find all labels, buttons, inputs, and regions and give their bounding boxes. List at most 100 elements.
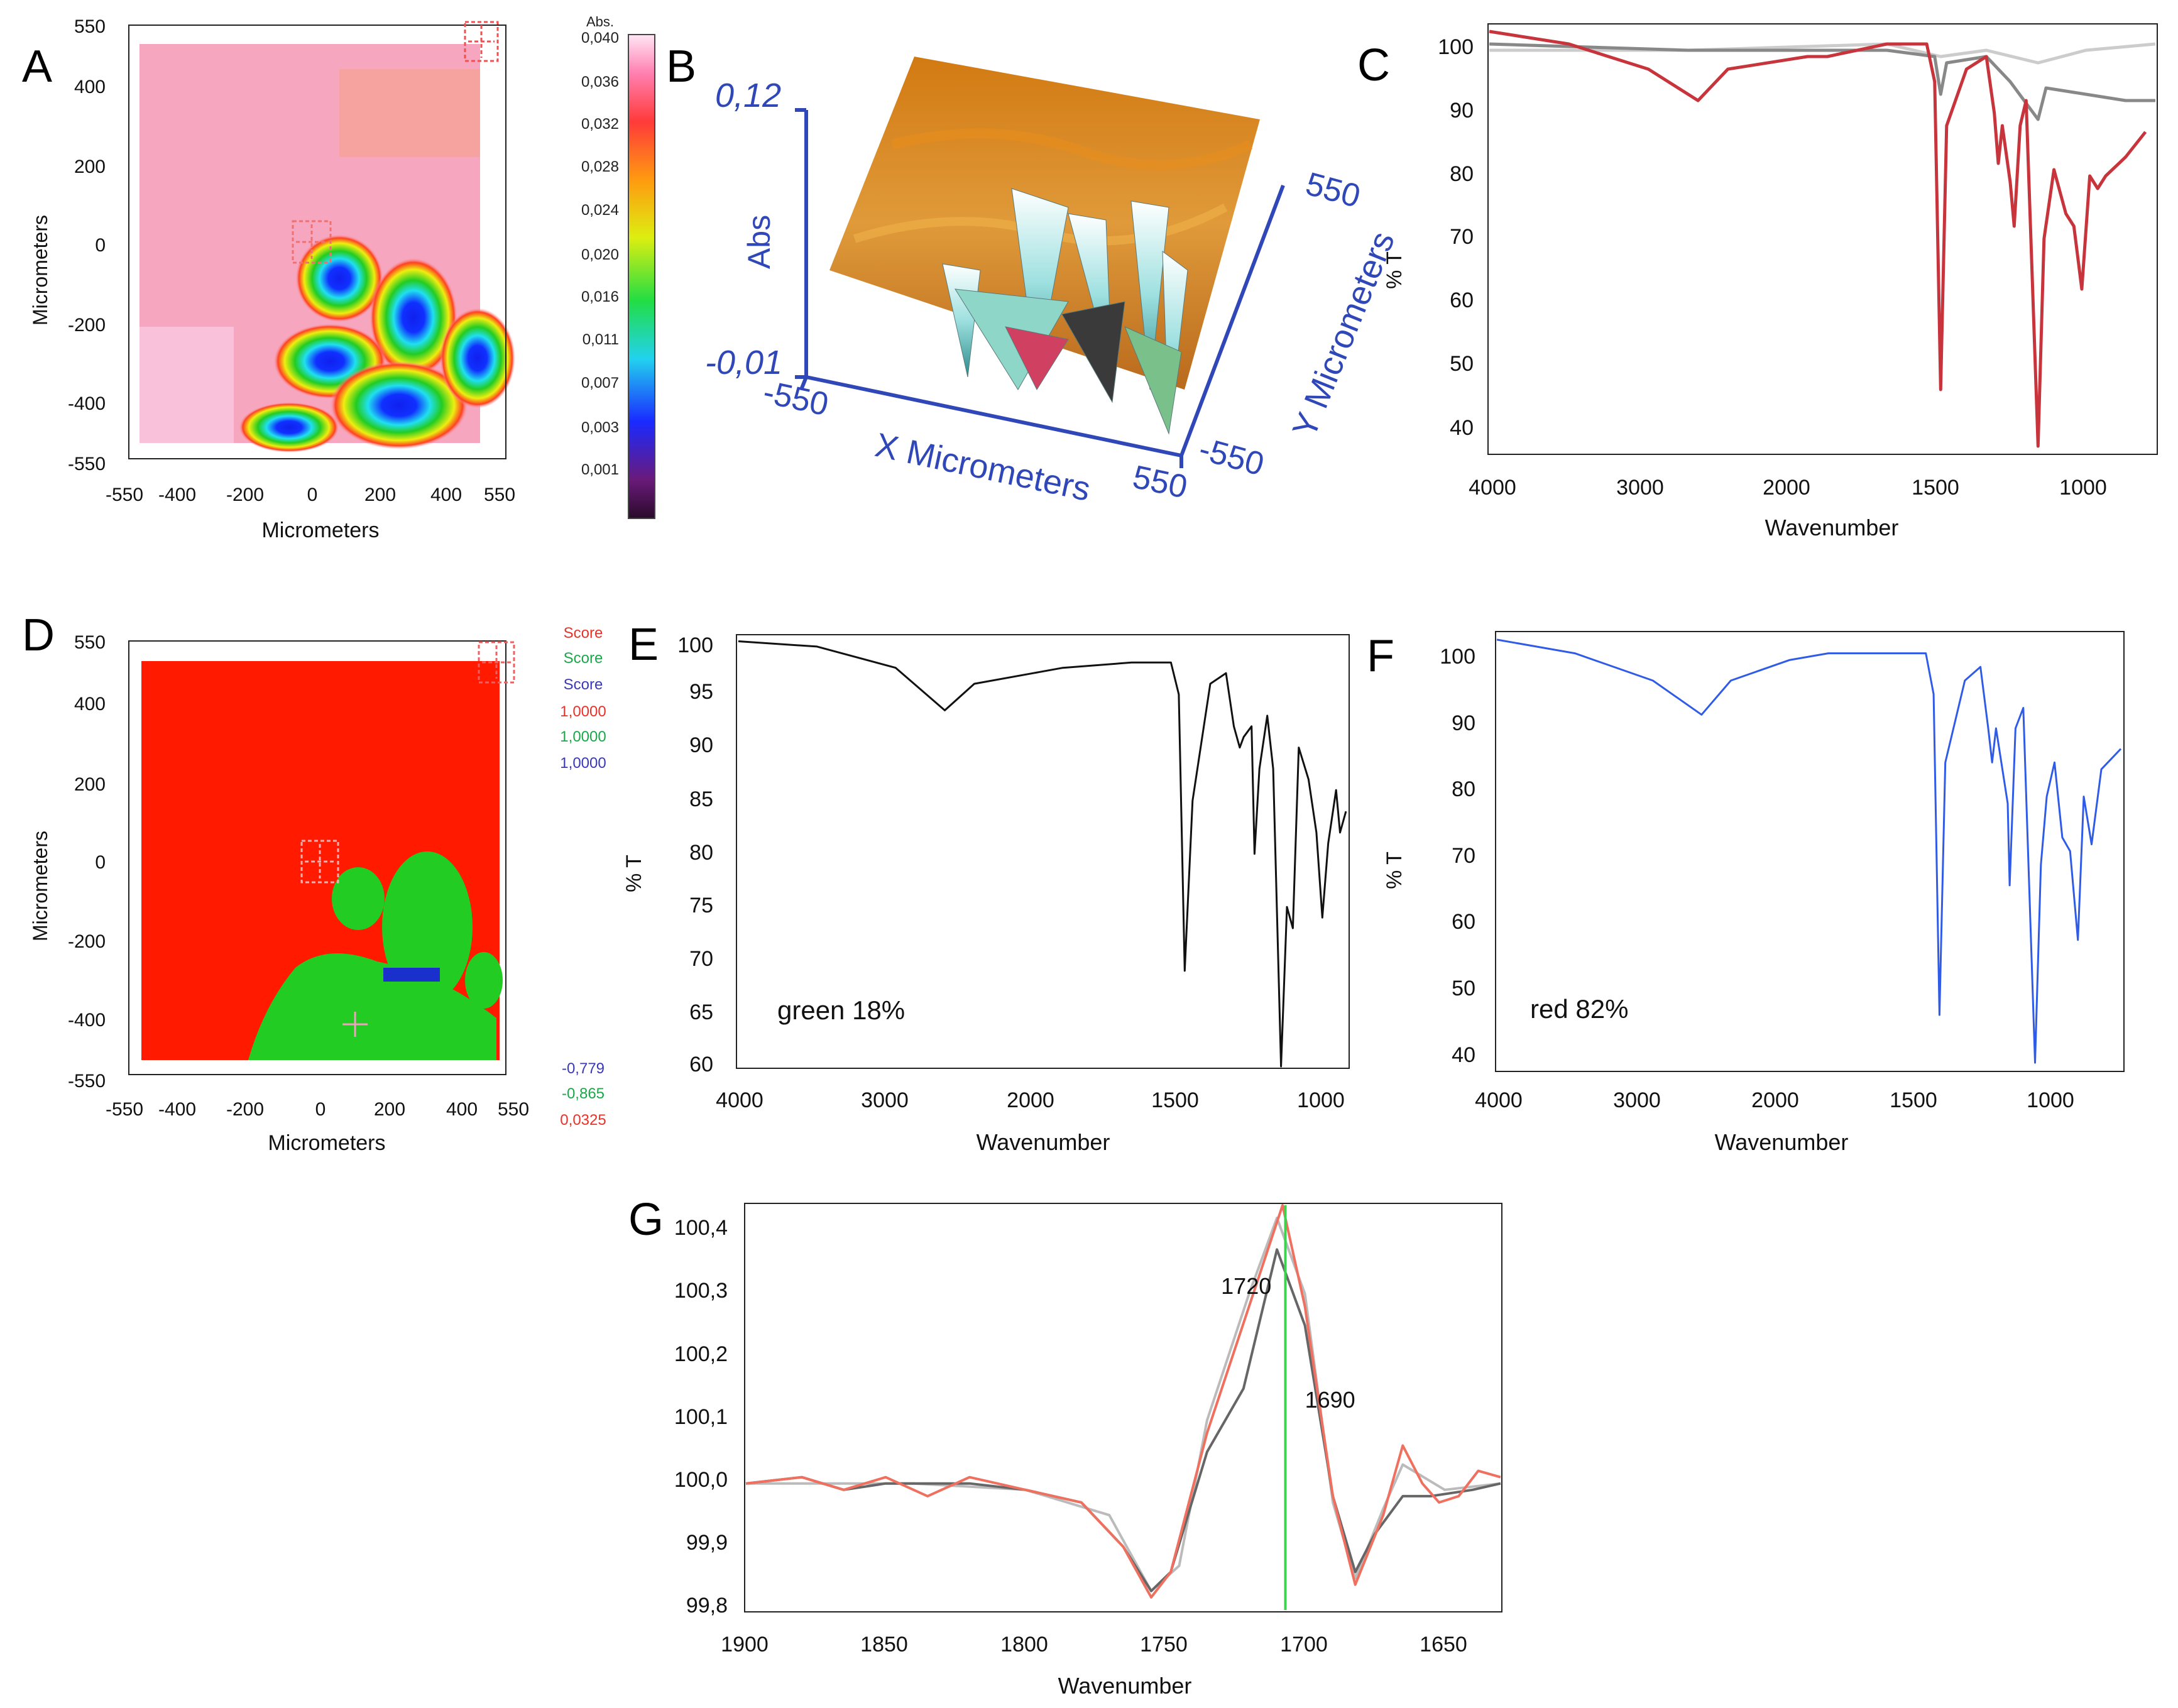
spectrum-line-f-1 — [1496, 638, 2122, 1064]
tick-label: 1900 — [721, 1633, 769, 1656]
tick-label: 400 — [74, 77, 106, 97]
tick-label: 2000 — [1007, 1088, 1054, 1112]
tick-label: -550 — [68, 454, 106, 474]
x-axis-label-a: Micrometers — [261, 518, 379, 542]
tick-label: 200 — [74, 156, 106, 177]
y-axis-label-e: % T — [622, 855, 646, 892]
tick-label: 100,2 — [674, 1342, 728, 1366]
plot-frame-c — [1487, 23, 2158, 455]
tick-label: 90 — [1450, 99, 1474, 123]
tick-label: 70 — [689, 947, 713, 971]
tick-label: 80 — [1452, 777, 1475, 801]
series-group-g: 1720 1690 — [745, 1204, 1501, 1610]
y-axis-label-f: % T — [1382, 851, 1406, 889]
x-ticks-a: -550 -400 -200 0 200 400 550 — [106, 484, 515, 505]
panel-label-g: G — [628, 1195, 664, 1245]
x-axis-label-g: Wavenumber — [1058, 1673, 1192, 1699]
plot-frame-f — [1495, 631, 2125, 1072]
y-axis-label-a: Micrometers — [29, 215, 52, 326]
tick-label: 90 — [1452, 711, 1475, 735]
tick-label: 1500 — [1890, 1088, 1937, 1112]
colorbar-tick: 0,024 — [581, 202, 619, 219]
tick-label: 100 — [677, 633, 713, 657]
marker-d-center — [300, 840, 339, 884]
y-ticks-e: 100 95 90 85 80 75 70 65 60 — [677, 633, 713, 1076]
legend-text: 1,0000 — [560, 703, 606, 720]
tick-label: 80 — [1450, 162, 1474, 186]
spectrum-line-e-1 — [738, 640, 1347, 1068]
tick-label: 3000 — [861, 1088, 909, 1112]
y-axis-max: 550 — [1302, 166, 1364, 215]
marker-d-top — [478, 641, 515, 684]
tick-label: 400 — [74, 694, 106, 714]
tick-label: 40 — [1450, 416, 1474, 440]
y-ticks-g: 100,4 100,3 100,2 100,1 100,0 99,9 99,8 — [674, 1216, 728, 1618]
tick-label: 100 — [1440, 645, 1475, 669]
tick-label: 40 — [1452, 1043, 1475, 1067]
plot-frame-g — [744, 1203, 1502, 1612]
legend-text: Score — [564, 625, 603, 642]
tick-label: 550 — [74, 632, 106, 653]
tick-label: 95 — [689, 680, 713, 704]
spectrum-line-g-2 — [745, 1248, 1501, 1592]
spectrum-line-c-1 — [1489, 30, 2147, 448]
tick-label: 100,0 — [674, 1468, 728, 1492]
hotspot-4 — [330, 361, 468, 449]
tick-label: 4000 — [1475, 1088, 1523, 1112]
panel-f: F 100 90 80 70 60 50 40 4000 3000 2000 1… — [1367, 631, 2125, 1155]
tick-label: 85 — [689, 787, 713, 811]
colorbar-tick: 0,011 — [583, 331, 619, 348]
x-axis-label-e: Wavenumber — [977, 1129, 1110, 1155]
colorbar-tick: 0,032 — [581, 116, 619, 133]
heatmap-a-orange-band — [339, 69, 480, 157]
tick-label: -550 — [106, 484, 143, 505]
series-group-f — [1496, 638, 2122, 1064]
tick-label: 50 — [1452, 977, 1475, 1000]
spectrum-line-c-2 — [1489, 42, 2155, 121]
tick-label: 60 — [689, 1053, 713, 1076]
tick-label: 1750 — [1140, 1633, 1188, 1656]
x-ticks-e: 4000 3000 2000 1500 1000 — [716, 1088, 1345, 1112]
tick-label: 1000 — [2059, 476, 2107, 500]
y-ticks-d: 550 400 200 0 -200 -400 -550 — [68, 632, 106, 1092]
legend-text: Score — [564, 676, 603, 693]
x-ticks-d: -550 -400 -200 0 200 400 550 — [106, 1099, 529, 1120]
panel-e: E 100 95 90 85 80 75 70 65 60 4000 3000 … — [622, 620, 1350, 1155]
z-axis-bottom: -0,01 — [705, 344, 782, 381]
tick-label: -200 — [68, 931, 106, 952]
tick-label: 3000 — [1613, 1088, 1661, 1112]
tick-label: 99,9 — [686, 1531, 728, 1555]
legend-text: 1,0000 — [560, 728, 606, 745]
tick-label: 70 — [1450, 225, 1474, 249]
legend-text: -0,865 — [562, 1085, 605, 1102]
tick-label: 1650 — [1420, 1633, 1467, 1656]
score-legend-top: Score Score Score 1,0000 1,0000 1,0000 — [560, 625, 606, 772]
score-legend-bottom: -0,779 -0,865 0,0325 — [560, 1060, 606, 1129]
x-axis-label-c: Wavenumber — [1765, 515, 1899, 540]
tick-label: -400 — [158, 484, 196, 505]
z-axis-top: 0,12 — [715, 77, 781, 114]
colorbar-tick: 0,003 — [581, 419, 619, 436]
surface-texture — [891, 128, 1253, 170]
tick-label: -550 — [68, 1071, 106, 1092]
tick-label: 0 — [95, 235, 106, 256]
marker-a-top — [464, 21, 499, 62]
colorbar — [628, 34, 655, 519]
series-group-c — [1489, 30, 2156, 448]
panel-a: A 550 400 200 0 -200 -400 -550 -550 -400 — [22, 14, 655, 542]
panel-label-f: F — [1367, 631, 1394, 681]
tick-label: 100 — [1438, 35, 1474, 59]
tick-label: 4000 — [716, 1088, 763, 1112]
x-ticks-g: 1900 1850 1800 1750 1700 1650 — [721, 1633, 1467, 1656]
tick-label: 100,4 — [674, 1216, 728, 1240]
tick-label: -200 — [226, 1099, 264, 1120]
y-axis-label-c: % T — [1382, 251, 1406, 289]
x-ticks-c: 4000 3000 2000 1500 1000 — [1469, 476, 2107, 500]
tick-label: 550 — [498, 1099, 529, 1120]
tick-label: 70 — [1452, 844, 1475, 868]
panel-d: D 550 400 200 0 -200 -400 -550 -5 — [22, 610, 606, 1155]
colorbar-tick: 0,007 — [581, 375, 619, 391]
tick-label: 2000 — [1763, 476, 1810, 500]
tick-label: -400 — [68, 393, 106, 414]
legend-text: Score — [564, 650, 603, 667]
